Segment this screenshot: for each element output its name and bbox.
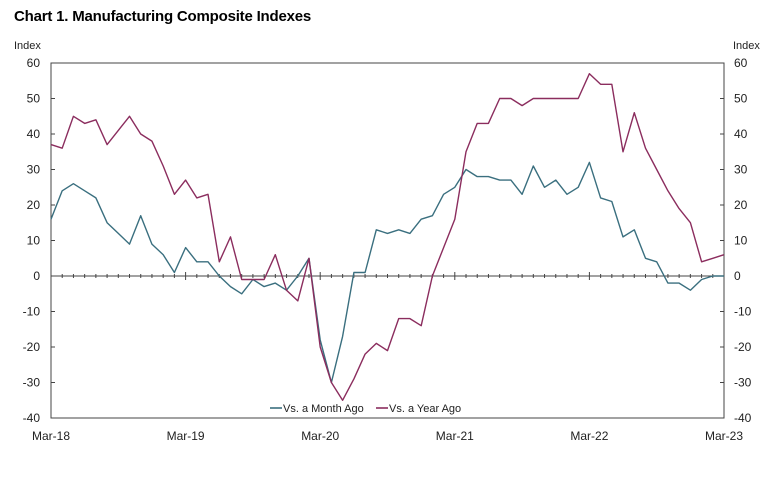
plot-frame bbox=[50, 62, 725, 419]
x-tick-label: Mar-18 bbox=[32, 429, 70, 443]
x-tick-label: Mar-20 bbox=[301, 429, 339, 443]
chart-title: Chart 1. Manufacturing Composite Indexes bbox=[14, 8, 312, 25]
y-tick-label-right: -30 bbox=[734, 376, 752, 390]
y-tick-label-right: -20 bbox=[734, 340, 752, 354]
y-tick-label-left: -40 bbox=[23, 411, 41, 425]
y-tick-label-left: 50 bbox=[27, 92, 41, 106]
y-tick-label-left: 40 bbox=[27, 127, 41, 141]
y-tick-label-right: -10 bbox=[734, 305, 752, 319]
y-tick-label-right: 10 bbox=[734, 234, 748, 248]
x-tick-label: Mar-19 bbox=[167, 429, 205, 443]
y-tick-label-left: 10 bbox=[27, 234, 41, 248]
series-line-month-ago bbox=[50, 161, 724, 384]
y-tick-label-right: -40 bbox=[734, 411, 752, 425]
y-tick-label-left: 20 bbox=[27, 198, 41, 212]
x-tick-label: Mar-21 bbox=[436, 429, 474, 443]
y-tick-label-left: 60 bbox=[27, 56, 41, 70]
y-axis-label-left: Index bbox=[14, 40, 41, 52]
legend-label: Vs. a Year Ago bbox=[389, 403, 461, 415]
y-tick-label-right: 60 bbox=[734, 56, 748, 70]
y-tick-label-left: -30 bbox=[23, 376, 41, 390]
x-tick-label: Mar-22 bbox=[570, 429, 608, 443]
y-tick-label-left: -20 bbox=[23, 340, 41, 354]
series-line-year-ago bbox=[50, 72, 725, 401]
legend-label: Vs. a Month Ago bbox=[283, 403, 364, 415]
y-tick-label-left: 30 bbox=[27, 163, 41, 177]
x-tick-label: Mar-23 bbox=[705, 429, 743, 443]
y-tick-label-right: 40 bbox=[734, 127, 748, 141]
y-tick-label-left: -10 bbox=[23, 305, 41, 319]
y-tick-label-right: 30 bbox=[734, 163, 748, 177]
y-tick-label-left: 0 bbox=[33, 269, 40, 283]
y-tick-label-right: 20 bbox=[734, 198, 748, 212]
y-axis-label-right: Index bbox=[733, 40, 760, 52]
y-tick-label-right: 0 bbox=[734, 269, 741, 283]
y-tick-label-right: 50 bbox=[734, 92, 748, 106]
